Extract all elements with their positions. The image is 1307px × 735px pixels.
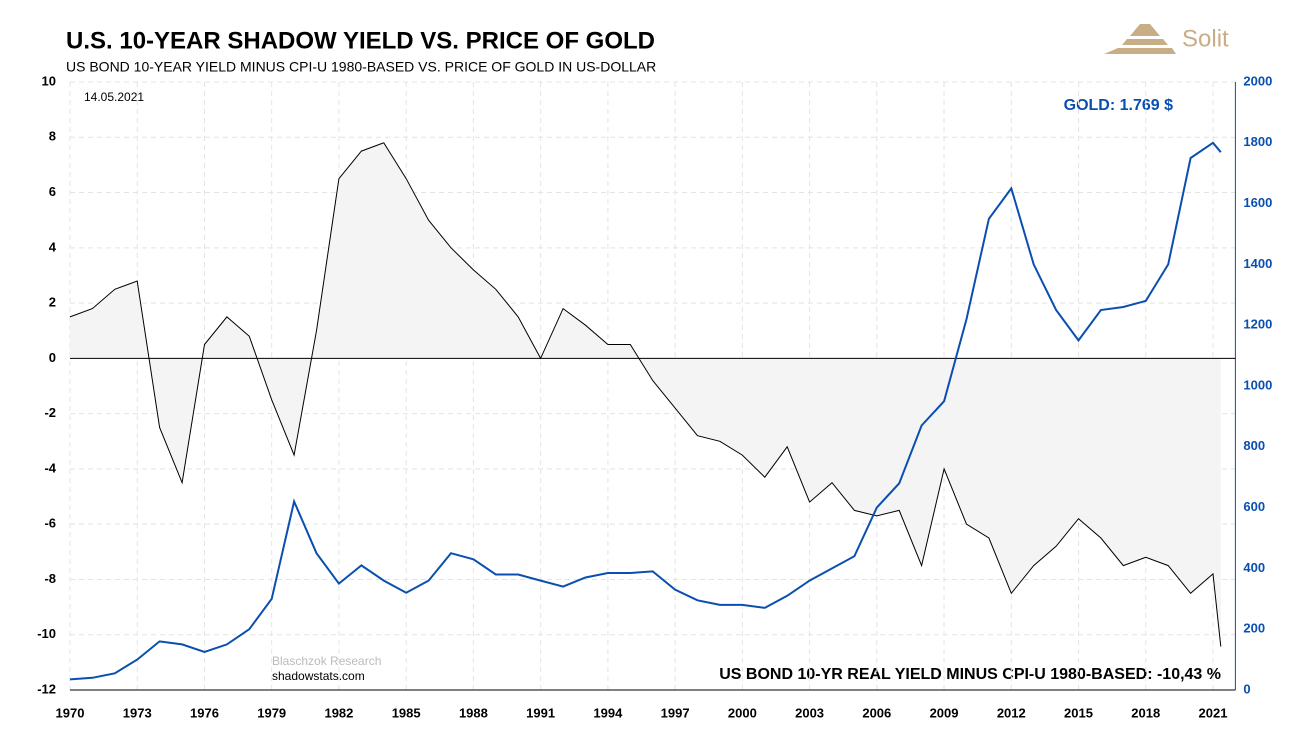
area: [70, 142, 1221, 647]
x-tick-label: 2015: [1064, 705, 1093, 720]
x-tick-label: 2012: [997, 705, 1026, 720]
y-tick-label: 10: [42, 73, 56, 88]
x-tick-label: 1979: [257, 705, 286, 720]
chart-subtitle: US BOND 10-YEAR YIELD MINUS CPI-U 1980-B…: [66, 59, 656, 75]
x-tick-label: 2018: [1131, 705, 1160, 720]
gold-note: GOLD: 1.769 $: [1064, 97, 1173, 114]
y2-tick-label: 1400: [1243, 256, 1272, 271]
y-tick-label: 6: [49, 184, 56, 199]
x-tick-label: 2009: [930, 705, 959, 720]
y2-tick-label: 1000: [1243, 377, 1272, 392]
x-tick-label: 1988: [459, 705, 488, 720]
x-tick-label: 1970: [56, 705, 85, 720]
y-tick-label: -6: [44, 516, 56, 531]
y2-tick-label: 400: [1243, 560, 1265, 575]
logo-icon: [1104, 24, 1176, 54]
x-tick-label: 1994: [593, 705, 623, 720]
y-tick-label: -10: [37, 626, 56, 641]
x-tick-label: 1982: [324, 705, 353, 720]
yield-note: US BOND 10-YR REAL YIELD MINUS CPI-U 198…: [719, 666, 1221, 683]
y-tick-label: 4: [49, 239, 57, 254]
y2-tick-label: 200: [1243, 621, 1265, 636]
source-note: shadowstats.com: [272, 669, 365, 683]
y-tick-label: -2: [44, 405, 56, 420]
y-tick-label: 2: [49, 295, 56, 310]
y2-tick-label: 2000: [1243, 73, 1272, 88]
date-note: 14.05.2021: [84, 90, 144, 104]
y2-tick-label: 1800: [1243, 134, 1272, 149]
line: [69, 142, 1222, 647]
y-tick-label: -4: [44, 460, 56, 475]
y2-tick-label: 600: [1243, 499, 1265, 514]
x-tick-label: 1973: [123, 705, 152, 720]
x-tick-label: 2021: [1199, 705, 1228, 720]
x-tick-label: 2000: [728, 705, 757, 720]
chart-title: U.S. 10-YEAR SHADOW YIELD VS. PRICE OF G…: [66, 27, 655, 54]
x-tick-label: 2006: [862, 705, 891, 720]
x-tick-label: 1985: [392, 705, 421, 720]
y2-tick-label: 0: [1243, 681, 1250, 696]
x-tick-label: 1997: [661, 705, 690, 720]
y-tick-label: -8: [44, 571, 56, 586]
y2-tick-label: 800: [1243, 438, 1265, 453]
source-note: Blaschzok Research: [272, 654, 381, 668]
y-tick-label: -12: [37, 681, 56, 696]
logo-text: Solit: [1182, 25, 1229, 52]
x-tick-label: 1976: [190, 705, 219, 720]
y-tick-label: 8: [49, 129, 56, 144]
line: [69, 141, 1222, 681]
x-tick-label: 1991: [526, 705, 555, 720]
x-tick-label: 2003: [795, 705, 824, 720]
y2-tick-label: 1200: [1243, 317, 1272, 332]
y-tick-label: 0: [49, 350, 56, 365]
y2-tick-label: 1600: [1243, 195, 1272, 210]
